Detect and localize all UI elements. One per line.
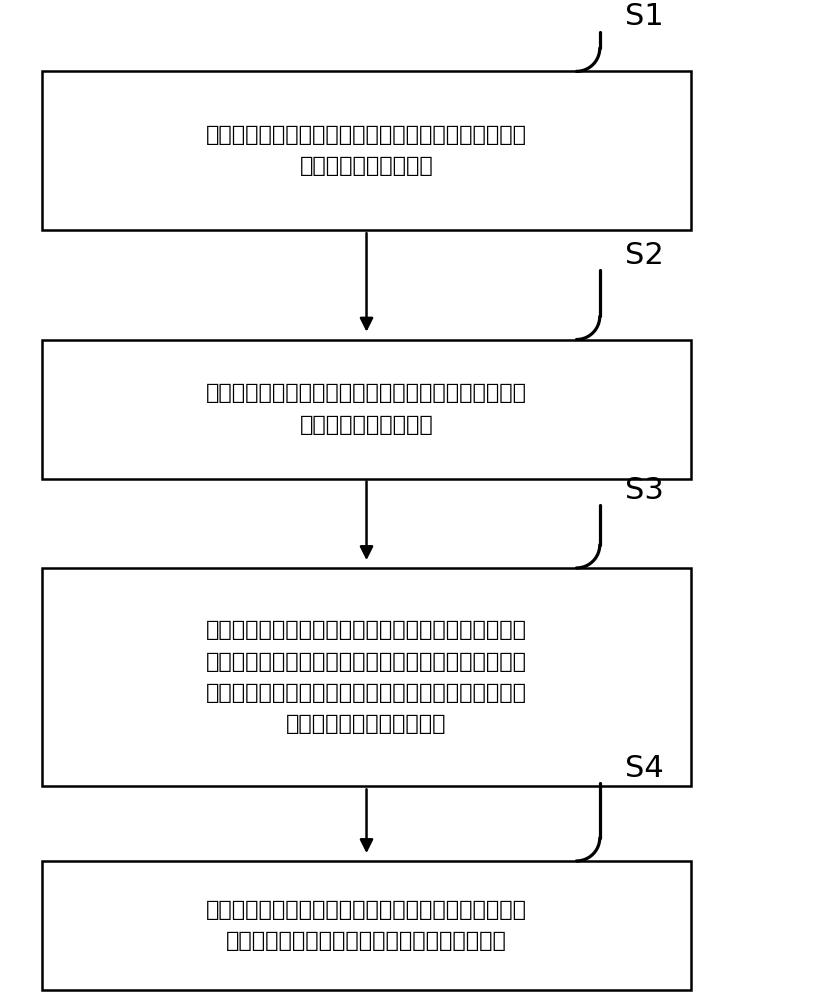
Text: S2: S2 bbox=[625, 241, 664, 270]
Text: 获取目标投资链路，并对目标投资链路进行解链，解链
包括获取所有可达投资路径，当一投资路径中存在循环
圈，则将所述投资路径中第一个进入循环圈的点作为入
圈点，获取: 获取目标投资链路，并对目标投资链路进行解链，解链 包括获取所有可达投资路径，当一… bbox=[206, 620, 527, 734]
Text: 将新的投资路径作为存在复杂循环投资的投资路径的表
示，并通过校验标准获取对象间的间接投资比例: 将新的投资路径作为存在复杂循环投资的投资路径的表 示，并通过校验标准获取对象间的… bbox=[206, 900, 527, 951]
Text: S3: S3 bbox=[625, 476, 664, 505]
Text: 获取业务需求信息，业务需求信息至少包括目标对象和
对象间的直接投资比例: 获取业务需求信息，业务需求信息至少包括目标对象和 对象间的直接投资比例 bbox=[206, 125, 527, 176]
Text: S4: S4 bbox=[625, 754, 664, 783]
FancyBboxPatch shape bbox=[42, 861, 691, 990]
Text: S1: S1 bbox=[625, 2, 664, 31]
FancyBboxPatch shape bbox=[42, 568, 691, 786]
Text: 预先设置用于表示对象间的直接投资比例和间接投资比
例之间关系的检验标准: 预先设置用于表示对象间的直接投资比例和间接投资比 例之间关系的检验标准 bbox=[206, 383, 527, 435]
FancyBboxPatch shape bbox=[42, 71, 691, 230]
FancyBboxPatch shape bbox=[42, 340, 691, 479]
